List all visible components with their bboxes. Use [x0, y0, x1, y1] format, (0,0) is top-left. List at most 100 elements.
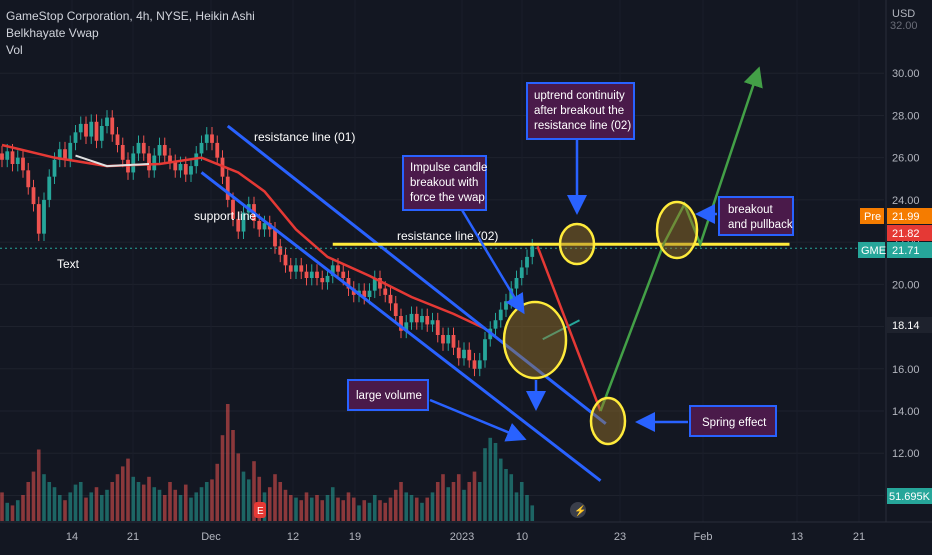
volume-bar — [47, 482, 52, 521]
candle-body — [388, 294, 393, 304]
lightning-marker[interactable]: ⚡ — [570, 502, 586, 518]
price-tick-label: 26.00 — [892, 153, 920, 165]
candle-body — [36, 204, 41, 234]
resistance-01-label[interactable]: resistance line (01) — [254, 130, 355, 144]
time-tick-label: 12 — [287, 531, 299, 543]
volume-bar — [362, 500, 367, 521]
candle-body — [168, 155, 172, 162]
candle-body — [189, 166, 193, 175]
impulse-ellipse[interactable] — [502, 300, 568, 380]
candle-body — [231, 199, 235, 219]
support-line[interactable] — [200, 171, 602, 482]
breakout-annotation[interactable]: breakout and pullback — [718, 196, 794, 236]
candle-body — [89, 121, 94, 137]
candle-body — [84, 123, 88, 137]
large-volume-annotation[interactable]: large volume — [347, 379, 429, 411]
impulse-annotation[interactable]: Impulse candle breakout with force the v… — [402, 155, 487, 211]
candle-body — [31, 187, 36, 205]
volume-bar — [73, 484, 78, 521]
candle-body — [162, 145, 167, 156]
price-tick-label: 14.00 — [892, 406, 920, 418]
candle-body — [383, 288, 388, 295]
support-line-label[interactable]: support line — [194, 209, 256, 223]
volume-bar — [467, 482, 472, 521]
candle-body — [519, 267, 524, 278]
indicator-volume-label[interactable]: Vol — [6, 43, 23, 57]
volume-bar — [294, 497, 298, 521]
time-axis[interactable]: 14 21 Dec 12 19 2023 10 23 Feb 13 21 — [0, 521, 932, 543]
candle-body — [315, 271, 319, 278]
volume-bar — [299, 500, 304, 521]
symbol-label: GME — [861, 245, 886, 257]
candle-body — [215, 142, 220, 158]
volume-bar — [341, 500, 346, 521]
impulse-line-2: breakout with — [410, 177, 478, 189]
volume-bar — [498, 458, 503, 521]
candle-body — [409, 313, 414, 323]
candle-body — [414, 313, 419, 323]
impulse-arrow — [460, 209, 525, 315]
candle-body — [63, 149, 67, 160]
resistance-02-label[interactable]: resistance line (02) — [397, 229, 498, 243]
time-tick-label: 2023 — [450, 531, 474, 543]
candle-body — [42, 199, 46, 234]
candle-body — [530, 246, 535, 257]
volume-bar — [267, 487, 272, 521]
volume-bar — [430, 492, 435, 521]
volume-bar — [404, 492, 409, 521]
time-tick-label: 21 — [853, 531, 865, 543]
projection-down-line[interactable] — [536, 245, 602, 412]
spring-annotation[interactable]: Spring effect — [689, 405, 777, 437]
candle-body — [115, 134, 120, 145]
spring-text: Spring effect — [702, 417, 767, 429]
indicator-vwap-label[interactable]: Belkhayate Vwap — [6, 26, 99, 40]
time-tick-label: 23 — [614, 531, 626, 543]
uptrend-annotation[interactable]: uptrend continuity after breakout the re… — [526, 82, 635, 140]
volume-bar — [173, 489, 178, 521]
candle-body — [278, 246, 283, 255]
text-annotation[interactable]: Text — [57, 257, 80, 271]
candle-body — [157, 145, 162, 156]
earnings-marker[interactable]: E — [254, 502, 266, 518]
volume-bar — [325, 495, 330, 521]
candle-body — [367, 290, 372, 297]
candle-body — [199, 142, 204, 154]
spring-ellipse[interactable] — [589, 396, 627, 446]
lightning-icon: ⚡ — [574, 504, 586, 517]
volume-bar — [372, 495, 377, 521]
candle-body — [393, 303, 398, 316]
candle-body — [136, 142, 141, 154]
volume-bar — [10, 505, 15, 521]
time-tick-label: 13 — [791, 531, 803, 543]
volume-bar — [257, 476, 262, 521]
breakout-ellipse[interactable] — [558, 222, 596, 266]
volume-bar — [456, 474, 461, 521]
volume-bar — [462, 489, 466, 521]
volume-bar — [488, 437, 493, 521]
candle-body — [294, 265, 298, 272]
candle-body — [141, 142, 146, 154]
volume-bar — [357, 505, 361, 521]
candle-body — [73, 132, 78, 143]
volume-bar — [320, 500, 325, 521]
candle-body — [147, 153, 151, 171]
resistance-01-line[interactable] — [226, 124, 607, 425]
impulse-line-3: force the vwap — [410, 192, 485, 204]
highlight-ellipses — [502, 200, 699, 446]
time-tick-label: Feb — [694, 531, 713, 543]
candle-body — [0, 153, 4, 160]
volume-badge: 51.695K — [887, 488, 932, 504]
candle-body — [493, 320, 498, 329]
candle-body — [204, 134, 209, 143]
volume-bar — [168, 482, 172, 521]
candle-body — [288, 265, 293, 272]
candle-body — [15, 157, 20, 164]
candle-body — [5, 151, 10, 160]
candle-body — [514, 278, 519, 289]
time-tick-label: 10 — [516, 531, 528, 543]
candle-body — [404, 322, 409, 331]
pullback-ellipse[interactable] — [655, 200, 699, 260]
candle-body — [446, 335, 451, 344]
